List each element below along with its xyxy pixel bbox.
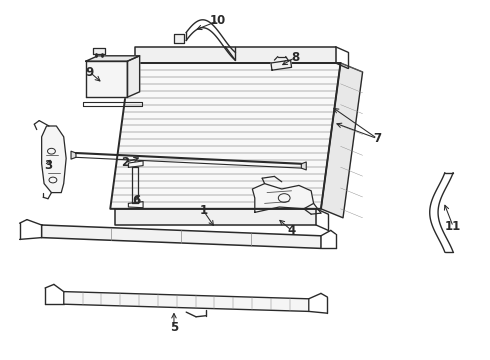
- Polygon shape: [42, 225, 321, 248]
- Polygon shape: [252, 184, 314, 212]
- Text: 7: 7: [373, 132, 381, 145]
- Polygon shape: [86, 56, 140, 61]
- Polygon shape: [86, 61, 127, 97]
- Text: 4: 4: [288, 224, 295, 237]
- Polygon shape: [127, 56, 140, 97]
- Text: 2: 2: [121, 156, 129, 169]
- Polygon shape: [135, 47, 336, 63]
- Text: 6: 6: [132, 194, 140, 207]
- Text: 5: 5: [170, 321, 178, 334]
- Text: 10: 10: [210, 14, 226, 27]
- Polygon shape: [93, 48, 105, 54]
- Text: 8: 8: [291, 51, 299, 64]
- Polygon shape: [174, 34, 184, 43]
- Polygon shape: [71, 151, 76, 159]
- Polygon shape: [301, 162, 306, 170]
- Text: 11: 11: [445, 220, 462, 233]
- Text: 1: 1: [199, 204, 207, 217]
- Polygon shape: [321, 63, 363, 218]
- Polygon shape: [271, 60, 292, 70]
- Text: 3: 3: [44, 159, 52, 172]
- Polygon shape: [64, 292, 309, 311]
- Text: 9: 9: [86, 66, 94, 78]
- Polygon shape: [42, 126, 66, 193]
- Polygon shape: [110, 63, 341, 209]
- Polygon shape: [115, 209, 316, 225]
